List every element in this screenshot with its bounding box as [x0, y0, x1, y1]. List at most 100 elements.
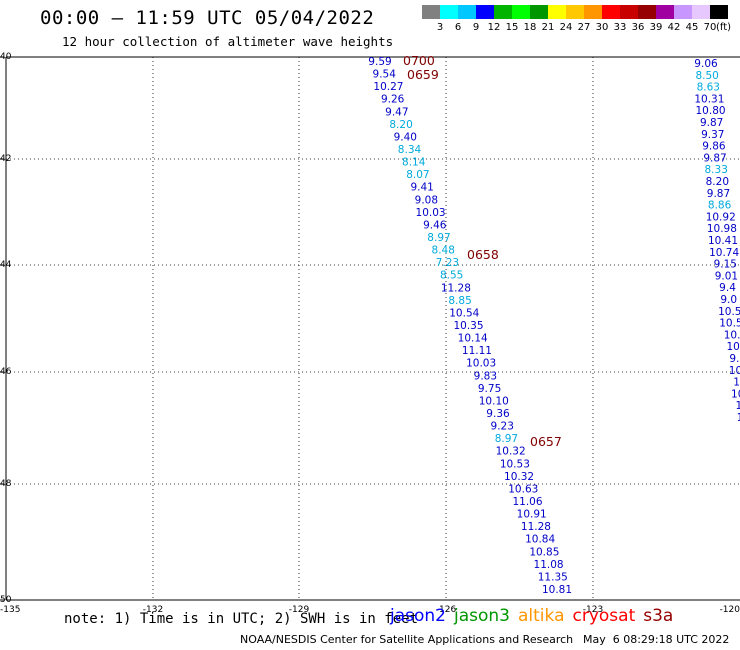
- legend-label: 27: [577, 22, 591, 33]
- legend-label: 45: [685, 22, 699, 33]
- wave-height-label-east: 10: [731, 388, 740, 400]
- legend-label: 9: [472, 22, 480, 33]
- wave-height-label: 10.03: [466, 358, 496, 370]
- wave-height-label: 8.07: [406, 169, 429, 181]
- generation-timestamp: May 6 08:29:18 UTC 2022: [583, 633, 730, 646]
- wave-height-label: 8.34: [398, 144, 422, 156]
- legend-label: 42: [667, 22, 681, 33]
- time-label: 0700: [403, 53, 435, 68]
- wave-height-label: 9.54: [373, 69, 397, 81]
- wave-height-label-east: 8.63: [697, 82, 720, 94]
- legend-swatch: [476, 5, 494, 19]
- lon-label: -135: [0, 605, 20, 615]
- legend-label: 3: [436, 22, 444, 33]
- legend-label: 33: [613, 22, 627, 33]
- map-title: 00:00 — 11:59 UTC 05/04/2022: [40, 7, 375, 29]
- legend-swatch: [458, 5, 476, 19]
- satellite-name: cryosat: [572, 606, 636, 626]
- wave-height-label: 10.27: [373, 81, 403, 93]
- wave-height-label-east: 9.4: [719, 282, 736, 294]
- wave-height-label-east: 1: [737, 412, 740, 424]
- legend-label: 39: [649, 22, 663, 33]
- wave-height-label-east: 10.41: [708, 235, 738, 247]
- wave-height-label-east: 10: [729, 365, 740, 377]
- wave-height-label: 9.59: [368, 56, 391, 68]
- wave-height-label: 8.97: [495, 433, 518, 445]
- wave-height-label: 10.81: [542, 584, 572, 596]
- wave-height-label: 8.85: [448, 295, 471, 307]
- wave-height-label-east: 9.15: [714, 259, 737, 271]
- wave-height-label: 10.91: [517, 509, 547, 521]
- wave-height-label-east: 10.: [724, 329, 740, 341]
- lat-label: 46: [0, 367, 12, 377]
- wave-height-label: 8.97: [427, 232, 450, 244]
- wave-height-label-east: 9.87: [707, 188, 730, 200]
- lat-label: 40: [0, 52, 12, 62]
- time-label: 0657: [530, 434, 562, 449]
- wave-height-label: 11.35: [538, 571, 568, 583]
- wave-height-label: 9.47: [385, 106, 408, 118]
- wave-height-label: 8.48: [432, 245, 455, 257]
- legend-swatch: [692, 5, 710, 19]
- wave-height-label: 8.20: [389, 119, 412, 131]
- legend-label: 30: [595, 22, 609, 33]
- legend-label: 12: [487, 22, 501, 33]
- legend-swatch: [548, 5, 566, 19]
- credit-text: NOAA/NESDIS Center for Satellite Applica…: [240, 633, 574, 646]
- wave-height-label-east: 9.86: [702, 141, 726, 153]
- wave-height-label-east: 10.98: [707, 223, 737, 235]
- wave-height-label: 10.14: [458, 333, 488, 345]
- wave-height-label: 10.85: [529, 546, 559, 558]
- wave-height-label: 11.28: [521, 521, 551, 533]
- wave-height-label: 9.83: [474, 370, 497, 382]
- lon-label: -132: [143, 605, 163, 615]
- wave-height-label: 8.14: [402, 157, 426, 169]
- wave-height-label: 10.53: [500, 458, 530, 470]
- wave-height-label-east: 9.87: [703, 152, 726, 164]
- footer-note: note: 1) Time is in UTC; 2) SWH is in fe…: [64, 611, 419, 627]
- wave-height-label-east: 10.92: [706, 211, 736, 223]
- legend-swatch: [530, 5, 548, 19]
- wave-height-label: 9.26: [381, 94, 405, 106]
- wave-height-label-east: 8.33: [705, 164, 728, 176]
- time-label: 0658: [467, 247, 499, 262]
- lat-label: 50: [0, 595, 12, 605]
- lon-label: -126: [436, 605, 457, 615]
- wave-height-label-east: 8.20: [706, 176, 729, 188]
- wave-height-label-east: 9.37: [701, 129, 724, 141]
- wave-height-label-east: 10.74: [709, 247, 739, 259]
- legend-label: 70: [703, 22, 717, 33]
- wave-height-label: 9.40: [394, 131, 417, 143]
- wave-height-label: 10.32: [504, 471, 534, 483]
- legend-swatch: [656, 5, 674, 19]
- wave-height-label-east: 10.31: [694, 93, 724, 105]
- satellite-name: altika: [518, 606, 565, 626]
- wave-height-label-east: 8.50: [695, 70, 718, 82]
- wave-height-label: 10.10: [479, 395, 509, 407]
- wave-height-label: 9.08: [415, 194, 438, 206]
- legend-swatch: [620, 5, 638, 19]
- wave-height-label: 10.03: [416, 207, 446, 219]
- wave-height-label-east: 9.87: [700, 117, 723, 129]
- wave-height-label-east: 10: [727, 341, 740, 353]
- wave-height-label: 10.54: [449, 307, 479, 319]
- lat-label: 42: [0, 154, 11, 164]
- legend-unit: (ft): [716, 22, 732, 33]
- wave-height-label: 11.11: [462, 345, 492, 357]
- legend-label: 15: [505, 22, 519, 33]
- wave-height-label: 10.84: [525, 534, 555, 546]
- wave-height-label: 11.06: [512, 496, 542, 508]
- wave-height-label: 9.41: [410, 182, 433, 194]
- satellite-name: jason2: [390, 606, 446, 626]
- wave-height-label: 11.08: [534, 559, 564, 571]
- legend-swatch: [674, 5, 692, 19]
- lon-label: -120: [720, 605, 740, 615]
- lat-label: 48: [0, 479, 12, 489]
- satellite-name: s3a: [643, 606, 674, 626]
- wave-height-label-east: 1: [733, 377, 740, 389]
- map-subtitle: 12 hour collection of altimeter wave hei…: [62, 34, 394, 49]
- wave-height-label: 7.23: [436, 257, 459, 269]
- time-label: 0659: [407, 67, 439, 82]
- legend-label: 18: [523, 22, 537, 33]
